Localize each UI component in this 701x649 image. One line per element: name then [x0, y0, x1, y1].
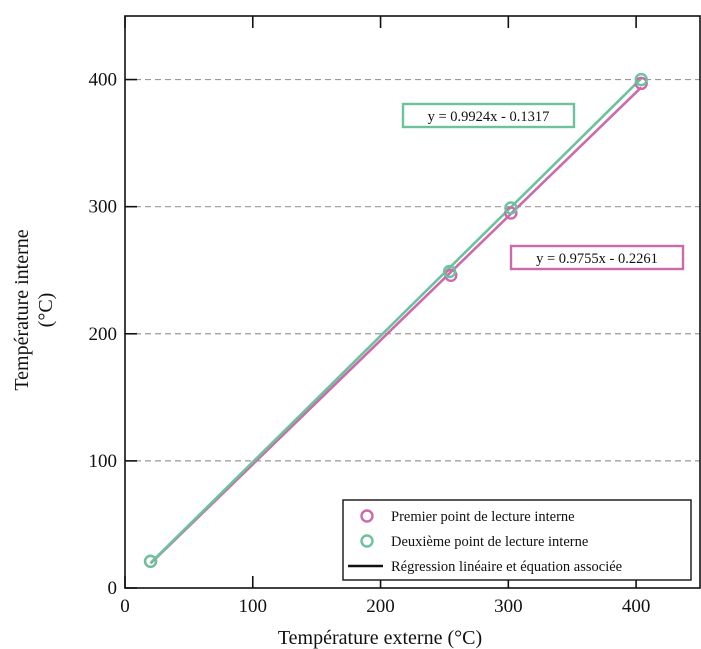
x-tick-label-400: 400 — [622, 596, 651, 617]
equation-text-series-2: y = 0.9924x - 0.1317 — [428, 109, 550, 125]
point-series-2-3 — [504, 201, 518, 215]
regression-lines — [149, 77, 643, 565]
equation-box-series-1 — [509, 244, 685, 271]
x-tick-label-200: 200 — [366, 596, 395, 617]
y-axis-title-line-2: (°C) — [35, 293, 57, 328]
y-tick-label-300: 300 — [89, 197, 118, 218]
data-points — [143, 72, 648, 569]
y-tick-label-0: 0 — [108, 578, 118, 599]
legend-marker-1 — [360, 509, 374, 523]
legend-label-1: Premier point de lecture interne — [391, 509, 575, 525]
equation-text-series-1: y = 0.9755x - 0.2261 — [536, 251, 658, 267]
x-tick-label-100: 100 — [239, 596, 268, 617]
x-tick-label-300: 300 — [494, 596, 523, 617]
point-series-2-1 — [143, 554, 158, 569]
plot-frame — [124, 15, 701, 589]
regression-line-series-1 — [149, 86, 643, 565]
y-tick-label-100: 100 — [89, 451, 118, 472]
y-axis-title-line-1: Température interne — [11, 229, 33, 390]
point-series-1-3 — [504, 206, 518, 220]
equation-box-series-2 — [401, 102, 576, 129]
legend-marker-2 — [360, 534, 374, 548]
x-axis-title: Température externe (°C) — [278, 627, 482, 649]
legend-label-3: Régression linéaire et équation associée — [391, 559, 622, 575]
legend-box — [342, 499, 692, 581]
y-gridlines — [125, 78, 700, 462]
y-tick-label-200: 200 — [89, 324, 118, 345]
legend-label-2: Deuxième point de lecture interne — [391, 534, 588, 550]
x-tick-label-0: 0 — [120, 596, 130, 617]
legend: Premier point de lecture interne Deuxième… — [342, 499, 692, 581]
point-series-2-2 — [442, 264, 457, 279]
y-tick-label-400: 400 — [89, 70, 118, 91]
equation-boxes: y = 0.9755x - 0.2261 y = 0.9924x - 0.1317 — [401, 102, 685, 271]
point-series-2-4 — [634, 72, 648, 87]
axis-ticks: 0 100 200 300 400 0 100 200 300 400 — [89, 16, 651, 617]
regression-line-series-2 — [149, 77, 643, 564]
